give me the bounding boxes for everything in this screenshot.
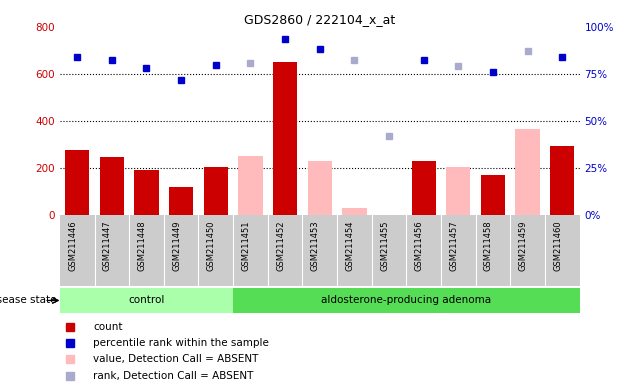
Title: GDS2860 / 222104_x_at: GDS2860 / 222104_x_at [244,13,396,26]
Text: GSM211447: GSM211447 [103,221,112,271]
Bar [273,62,297,215]
Bar [60,288,233,313]
Text: GSM211459: GSM211459 [518,221,528,271]
Text: rank, Detection Call = ABSENT: rank, Detection Call = ABSENT [93,371,254,381]
Text: GSM211448: GSM211448 [137,221,146,271]
Text: GSM211456: GSM211456 [415,221,423,271]
Bar [515,129,540,215]
Bar [169,187,193,215]
Text: GSM211452: GSM211452 [276,221,285,271]
Text: percentile rank within the sample: percentile rank within the sample [93,338,270,348]
Text: disease state: disease state [0,295,57,306]
Text: count: count [93,321,123,331]
Text: GSM211458: GSM211458 [484,221,493,271]
Text: GSM211454: GSM211454 [345,221,354,271]
Text: aldosterone-producing adenoma: aldosterone-producing adenoma [321,295,491,306]
Bar [307,161,332,215]
Text: GSM211453: GSM211453 [311,221,319,271]
Text: GSM211449: GSM211449 [172,221,181,271]
Bar [342,208,367,215]
Text: GSM211446: GSM211446 [68,221,77,271]
Bar [550,146,575,215]
Bar [203,167,228,215]
Text: GSM211455: GSM211455 [380,221,389,271]
Bar [65,151,89,215]
Bar [446,167,471,215]
Text: value, Detection Call = ABSENT: value, Detection Call = ABSENT [93,354,259,364]
Text: GSM211457: GSM211457 [449,221,459,271]
Text: GSM211460: GSM211460 [553,221,562,271]
Bar [134,170,159,215]
Bar [411,161,436,215]
Text: GSM211451: GSM211451 [241,221,251,271]
Bar [233,288,580,313]
Bar [100,157,124,215]
Text: control: control [129,295,164,306]
Text: GSM211450: GSM211450 [207,221,215,271]
Bar [481,175,505,215]
Bar [238,156,263,215]
